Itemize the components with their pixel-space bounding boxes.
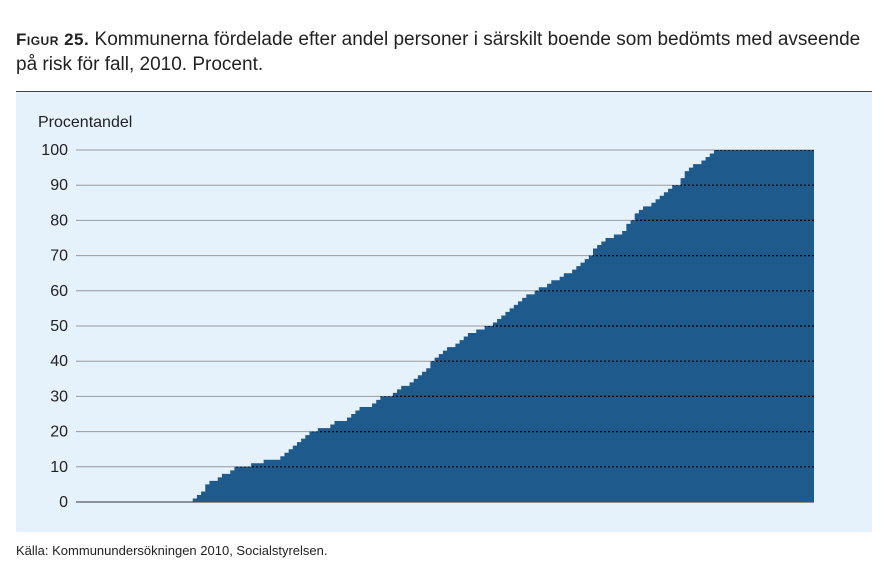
source-note: Källa: Kommunundersökningen 2010, Social… bbox=[16, 543, 328, 558]
y-tick-label: 50 bbox=[50, 318, 68, 335]
y-tick-label: 10 bbox=[50, 459, 68, 476]
y-tick-label: 20 bbox=[50, 424, 68, 441]
y-tick-label: 60 bbox=[50, 283, 68, 300]
y-tick-label: 30 bbox=[50, 388, 68, 405]
figure-label: Figur 25. bbox=[16, 30, 90, 49]
data-area bbox=[76, 150, 814, 502]
title-divider bbox=[16, 91, 872, 92]
figure-title: Figur 25. Kommunerna fördelade efter and… bbox=[16, 27, 876, 77]
y-tick-label: 100 bbox=[41, 142, 68, 159]
y-tick-label: 70 bbox=[50, 248, 68, 265]
y-tick-labels: 0 10 20 30 40 50 60 70 80 90 100 bbox=[41, 142, 68, 511]
y-tick-label: 40 bbox=[50, 353, 68, 370]
y-tick-label: 90 bbox=[50, 177, 68, 194]
figure-title-text: Kommunerna fördelade efter andel persone… bbox=[16, 29, 861, 75]
chart-panel: Procentandel 0 10 20 30 40 50 60 70 80 90 100 bbox=[16, 92, 872, 532]
y-axis-label: Procentandel bbox=[38, 114, 132, 131]
y-tick-label: 0 bbox=[59, 494, 68, 511]
area-chart: Procentandel 0 10 20 30 40 50 60 70 80 90 100 bbox=[38, 114, 814, 511]
y-tick-label: 80 bbox=[50, 212, 68, 229]
